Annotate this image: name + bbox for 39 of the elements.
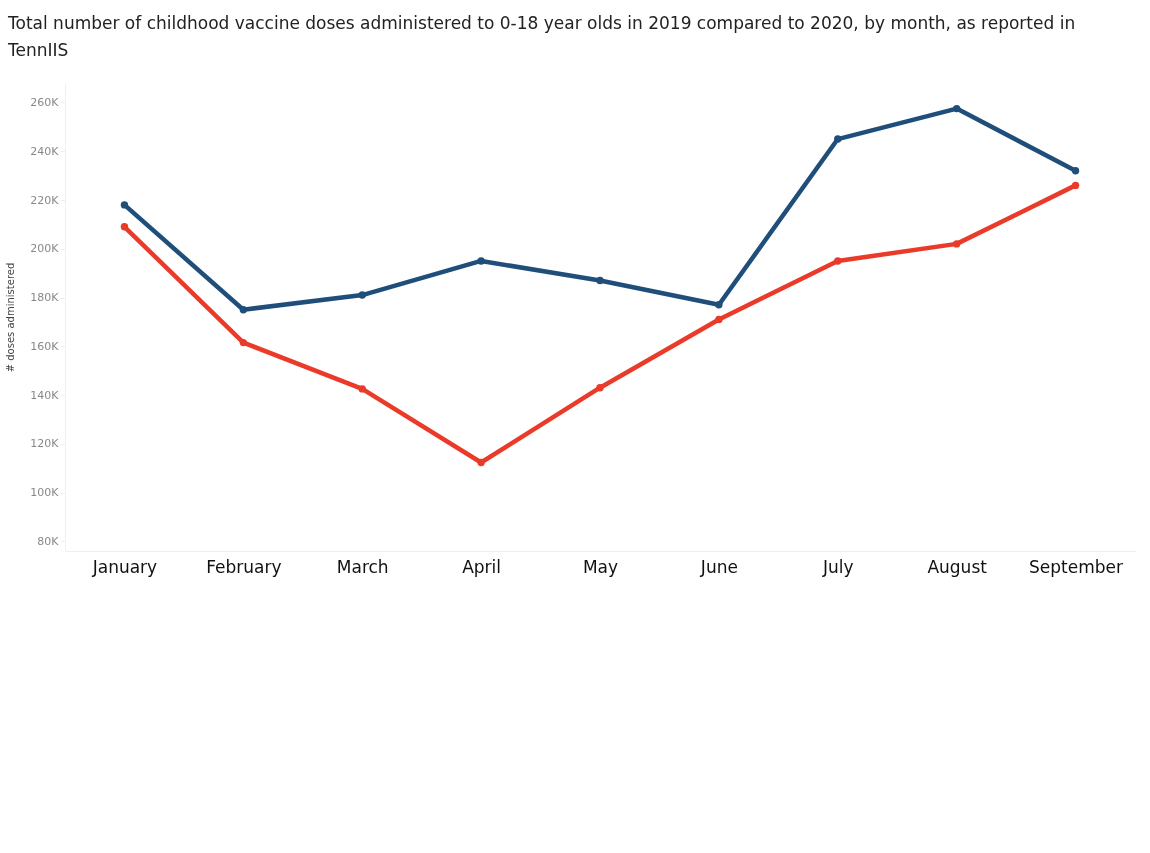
point: [715, 301, 723, 309]
point: [596, 276, 604, 285]
point: [1071, 181, 1080, 190]
x-tick-label: July: [821, 556, 854, 577]
point: [952, 104, 961, 113]
y-tick-label: 100K: [30, 486, 60, 499]
point: [596, 383, 604, 392]
point: [239, 305, 248, 314]
y-tick-label: 200K: [30, 242, 60, 256]
point: [1071, 167, 1080, 175]
y-axis-title: # doses administered: [5, 262, 17, 373]
point: [120, 223, 129, 231]
point: [834, 135, 842, 143]
point: [477, 257, 485, 265]
point: [952, 240, 961, 248]
x-tick-label: September: [1029, 556, 1124, 577]
y-tick-label: 80K: [37, 534, 60, 548]
chart-title: Total number of childhood vaccine doses administered to 0-18 year olds in 2019 compared to 2020, by month, as reported in TennIIS: [8, 12, 1077, 62]
x-tick-label: August: [927, 556, 988, 577]
point: [834, 257, 842, 265]
y-tick-label: 220K: [30, 193, 60, 207]
point: [358, 385, 366, 393]
point: [477, 458, 485, 467]
point: [120, 201, 129, 209]
y-tick-label: 180K: [30, 291, 60, 304]
x-tick-label: April: [462, 556, 502, 577]
x-tick-label: March: [336, 556, 389, 577]
y-tick-label: 120K: [30, 437, 60, 451]
x-tick-label: May: [582, 556, 619, 577]
point: [239, 338, 248, 347]
x-tick-label: June: [699, 556, 738, 577]
x-tick-label: January: [91, 556, 158, 577]
y-tick-label: 140K: [30, 388, 60, 402]
x-tick-label: February: [206, 556, 282, 577]
y-tick-label: 160K: [30, 339, 60, 353]
point: [358, 291, 366, 299]
y-tick-label: 260K: [30, 96, 60, 109]
point: [715, 315, 723, 324]
y-tick-label: 240K: [30, 144, 60, 158]
